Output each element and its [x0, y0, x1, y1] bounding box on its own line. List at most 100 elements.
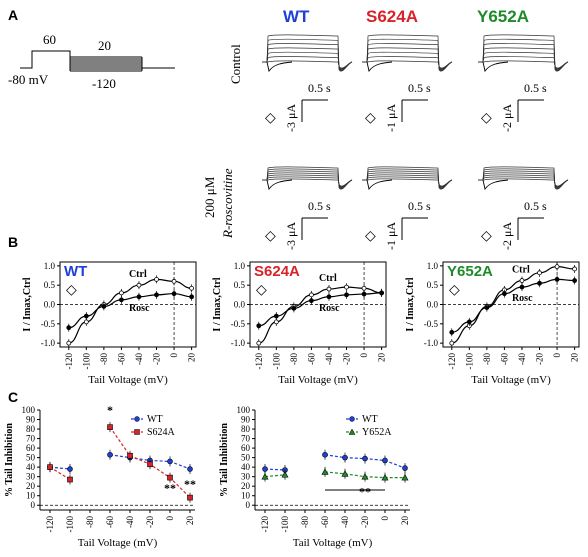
voltage-protocol	[20, 50, 175, 72]
y-tick-label: 50	[241, 453, 251, 463]
protocol-step-bottom-label: -120	[92, 76, 116, 91]
current-scale-label: -1 μA	[384, 104, 398, 132]
y-tick-label: -1.0	[41, 338, 56, 348]
series-line-wt	[264, 468, 286, 471]
x-tick-label: -80	[289, 353, 299, 365]
y-tick-label: 80	[26, 424, 36, 434]
data-point-rosc	[484, 305, 490, 310]
y-tick-label: 0.0	[234, 300, 246, 310]
y-tick-label: 0.5	[234, 280, 246, 290]
data-point-rosc	[171, 291, 177, 297]
y-tick-label: 90	[241, 415, 251, 425]
diamond-marker: ◇	[449, 283, 460, 298]
y-tick-label: 30	[26, 472, 36, 482]
current-scale-label: -3 μA	[284, 104, 298, 132]
x-axis-label: Tail Voltage (mV)	[78, 537, 158, 549]
column-title-wt: WT	[283, 7, 310, 26]
data-point-ctrl	[449, 340, 455, 346]
y-tick-label: 0.5	[427, 280, 439, 290]
legend-label: WT	[147, 414, 163, 425]
data-point-rosc	[554, 276, 560, 282]
data-point-rosc	[361, 291, 367, 297]
x-tick-label: 20	[570, 353, 580, 363]
y-tick-label: 70	[241, 434, 251, 444]
time-scale-label: 0.5 s	[308, 199, 331, 213]
row-label-drug: R-roscovitine	[220, 168, 235, 239]
legend-label: S624A	[147, 427, 176, 438]
data-point-rosc	[309, 298, 314, 304]
data-point-wt	[322, 451, 328, 458]
data-point-ctrl	[256, 340, 262, 346]
y-tick-label: 50	[26, 453, 36, 463]
data-point-rosc	[101, 304, 107, 309]
time-scale-label: 0.5 s	[524, 81, 547, 95]
y-tick-label: 20	[241, 481, 251, 491]
inhibition-plot: -120 -100 -80 -60 -40 -20 0 2001020304050607080…	[4, 403, 196, 549]
plot-title: WT	[64, 263, 87, 280]
data-point-ctrl	[171, 278, 177, 284]
diamond-marker: ◇	[481, 229, 492, 244]
y-tick-label: 80	[241, 424, 251, 434]
diamond-marker: ◇	[265, 229, 276, 244]
y-tick-label: 0	[246, 500, 251, 510]
data-point-ctrl	[154, 276, 159, 282]
data-point-s624a	[147, 461, 153, 468]
x-tick-label: 0	[380, 516, 390, 521]
diamond-marker: ◇	[365, 111, 376, 126]
series-label-ctrl: Ctrl	[319, 273, 337, 284]
current-trace	[478, 34, 569, 72]
trace-set-y652a-control: ◇ 0.5 s -2 μA	[478, 34, 569, 132]
x-tick-label: -100	[271, 353, 281, 370]
x-tick-label: -120	[64, 353, 74, 370]
y-axis-label: I / Imax,Ctrl	[405, 277, 416, 331]
data-point-rosc	[449, 329, 455, 335]
trace-set-wt-control: ◇ 0.5 s -3 μA	[262, 34, 353, 132]
series-line-y652a	[264, 474, 286, 478]
series-label-ctrl: Ctrl	[129, 269, 147, 280]
data-point-y652a	[341, 470, 349, 477]
significance-marker: **	[184, 477, 196, 491]
row-label-control: Control	[228, 44, 243, 84]
y-tick-label: 100	[22, 405, 36, 415]
y-axis-label: I / Imax,Ctrl	[212, 277, 223, 331]
data-point-ctrl	[326, 286, 332, 292]
protocol-step-top-label: 20	[98, 38, 111, 53]
x-axis-label: Tail Voltage (mV)	[88, 374, 168, 386]
tail-trace	[366, 61, 393, 73]
protocol-holding-label: -80 mV	[8, 72, 49, 87]
diamond-marker: ◇	[265, 111, 276, 126]
row-label-dose: 200 μM	[202, 176, 217, 218]
current-trace	[478, 166, 569, 190]
data-point-ctrl	[189, 285, 195, 291]
data-point-ctrl	[136, 282, 142, 288]
tail-trace	[482, 179, 509, 191]
x-axis-label: Tail Voltage (mV)	[278, 374, 358, 386]
data-point-ctrl	[119, 290, 124, 296]
y-tick-label: -1.0	[231, 338, 246, 348]
y-tick-label: 0	[31, 500, 36, 510]
x-tick-label: -100	[280, 516, 290, 533]
x-tick-label: -20	[535, 353, 545, 365]
current-trace	[362, 166, 453, 190]
x-tick-label: -20	[152, 353, 162, 365]
time-scale-label: 0.5 s	[308, 81, 331, 95]
x-tick-label: 0	[552, 353, 562, 358]
x-tick-label: -60	[499, 353, 509, 365]
significance-marker: **	[359, 485, 371, 499]
data-point-rosc	[519, 284, 525, 290]
data-point-rosc	[83, 313, 89, 319]
diamond-marker: ◇	[256, 283, 267, 298]
current-trace	[262, 34, 353, 72]
data-point-rosc	[291, 305, 297, 311]
tail-trace	[482, 61, 509, 73]
data-point-rosc	[502, 291, 507, 297]
y-tick-label: 60	[241, 443, 251, 453]
inhibition-plot: -120 -100 -80 -60 -40 -20 0 2001020304050607080…	[219, 405, 410, 549]
y-tick-label: 20	[26, 481, 36, 491]
diamond-marker: ◇	[481, 111, 492, 126]
diamond-marker: ◇	[365, 229, 376, 244]
data-point-ctrl	[554, 264, 560, 270]
x-tick-label: -40	[125, 516, 135, 528]
x-tick-label: 0	[169, 353, 179, 358]
panel-label-c: C	[8, 389, 18, 405]
